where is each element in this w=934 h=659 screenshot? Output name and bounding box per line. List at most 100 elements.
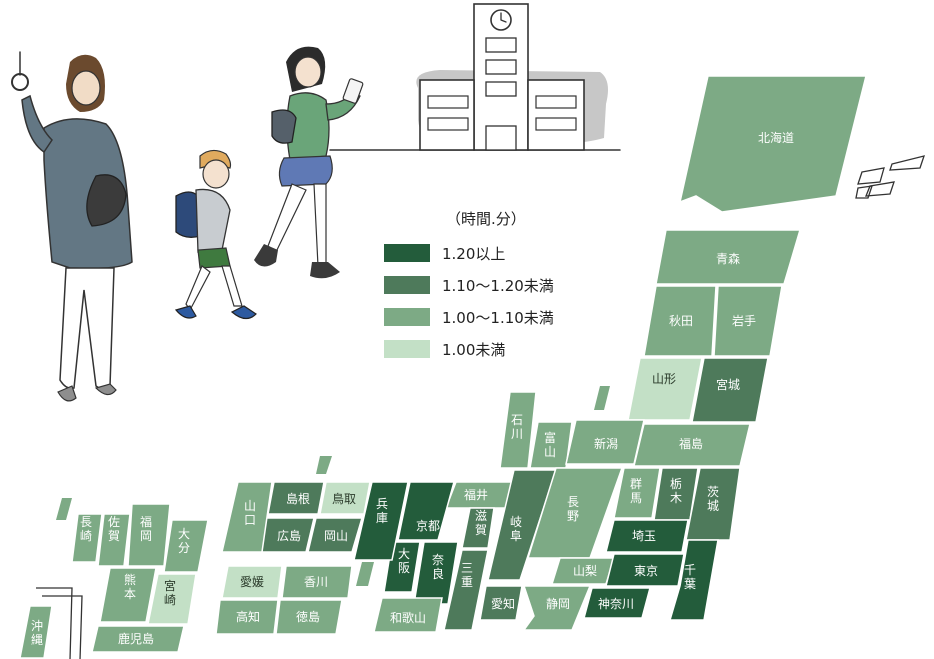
pref-yamaguchi[interactable]	[221, 481, 273, 553]
office-worker-illustration	[11, 51, 133, 402]
label-aomori: 青森	[716, 251, 740, 266]
label-char: 木	[670, 491, 682, 505]
label-oita: 大分	[178, 527, 190, 555]
label-kanagawa: 神奈川	[598, 597, 634, 611]
label-mie: 三重	[461, 561, 473, 589]
pref-akita[interactable]	[643, 285, 717, 357]
label-char: 千	[684, 563, 696, 577]
label-char: 栃	[670, 477, 682, 491]
pref-saga[interactable]	[97, 513, 131, 567]
label-char: 口	[244, 513, 256, 527]
label-osaka: 大阪	[398, 547, 410, 575]
label-ehime: 愛媛	[240, 575, 264, 589]
label-gunma: 群馬	[630, 477, 642, 505]
pref-ehime[interactable]	[221, 565, 283, 599]
pref-miyazaki[interactable]	[147, 573, 197, 625]
island-outlines	[36, 155, 925, 659]
label-kyoto: 京都	[416, 519, 440, 533]
label-shizuoka: 静岡	[546, 597, 570, 611]
label-fukuoka: 福岡	[140, 514, 152, 543]
pref-oita[interactable]	[163, 519, 209, 573]
prefecture-labels: 北海道 青森 秋田 岩手 山形 宮城 新潟 福島 福井 埼玉 山梨 東京 神奈川…	[31, 130, 794, 647]
label-char: 山	[544, 445, 556, 459]
label-tottori: 鳥取	[332, 491, 356, 506]
label-char: 大	[398, 547, 410, 561]
pref-mie[interactable]	[443, 549, 489, 631]
pref-okayama[interactable]	[307, 517, 364, 553]
pref-fukuoka[interactable]	[127, 503, 171, 567]
label-fukushima: 福島	[679, 436, 703, 451]
pref-ishikawa[interactable]	[499, 391, 537, 469]
legend-swatch-2	[384, 276, 430, 294]
label-char: 本	[124, 587, 136, 601]
legend-label-2: 1.10〜1.20未満	[442, 276, 554, 295]
pref-kumamoto[interactable]	[99, 567, 157, 623]
school-building-illustration	[329, 3, 621, 151]
pref-shizuoka[interactable]	[522, 585, 592, 631]
label-char: 庫	[376, 511, 388, 525]
label-toyama: 富山	[544, 430, 556, 459]
legend-item-3: 1.00〜1.10未満	[384, 301, 614, 333]
label-char: 茨	[707, 485, 719, 499]
pref-kochi[interactable]	[215, 599, 279, 635]
pref-nagasaki[interactable]	[71, 513, 103, 563]
island-sado	[594, 386, 610, 410]
legend-label-1: 1.20以上	[442, 244, 506, 263]
pref-shimane[interactable]	[267, 481, 325, 515]
pref-kagawa[interactable]	[281, 565, 353, 599]
pref-kagoshima[interactable]	[91, 625, 185, 653]
label-char: 熊	[124, 572, 136, 587]
pref-chiba[interactable]	[668, 539, 719, 621]
pref-fukushima[interactable]	[633, 423, 751, 467]
label-shimane: 島根	[286, 491, 310, 506]
pref-tokushima[interactable]	[275, 599, 343, 635]
pref-ibaraki[interactable]	[685, 467, 741, 541]
legend-swatch-1	[384, 244, 430, 262]
label-niigata: 新潟	[594, 436, 618, 451]
pref-okinawa[interactable]	[19, 605, 53, 659]
island-oki	[316, 456, 332, 474]
label-shiga: 滋賀	[475, 509, 487, 537]
pref-iwate[interactable]	[713, 285, 783, 357]
label-char: 沖	[31, 619, 43, 633]
label-tochigi: 栃木	[670, 477, 682, 505]
label-kumamoto: 熊本	[124, 572, 136, 601]
pref-nara[interactable]	[413, 541, 459, 605]
label-okayama: 岡山	[324, 529, 348, 543]
pref-yamagata[interactable]	[627, 357, 703, 421]
label-char: 兵	[376, 497, 388, 511]
label-char: 長	[567, 495, 579, 509]
pref-gifu[interactable]	[487, 469, 558, 581]
pref-wakayama[interactable]	[373, 597, 443, 633]
legend-swatch-3	[384, 308, 430, 326]
label-yamagata: 山形	[652, 372, 676, 386]
pref-hyogo[interactable]	[353, 481, 409, 561]
pref-aichi[interactable]	[479, 585, 523, 621]
label-char: 阜	[510, 529, 522, 543]
pref-saitama[interactable]	[605, 519, 689, 553]
legend-item-1: 1.20以上	[384, 237, 614, 269]
label-char: 三	[461, 561, 473, 575]
label-char: 賀	[108, 529, 120, 543]
island-awaji	[356, 562, 374, 586]
label-aichi: 愛知	[491, 597, 515, 611]
pref-kanagawa[interactable]	[583, 587, 651, 619]
pref-tokyo[interactable]	[605, 553, 685, 587]
pref-gunma[interactable]	[613, 467, 661, 519]
label-yamanashi: 山梨	[573, 564, 597, 578]
pref-tottori[interactable]	[319, 481, 371, 515]
label-tokyo: 東京	[634, 564, 658, 578]
pref-hokkaido[interactable]	[678, 75, 867, 213]
label-char: 石	[511, 413, 523, 427]
legend-label-3: 1.00〜1.10未満	[442, 308, 554, 327]
label-okinawa: 沖縄	[31, 619, 43, 647]
pref-aomori[interactable]	[655, 229, 802, 285]
label-char: 縄	[31, 632, 43, 647]
label-kagawa: 香川	[304, 575, 328, 589]
pref-shiga[interactable]	[461, 507, 495, 549]
pref-kyoto[interactable]	[397, 481, 455, 541]
pref-miyagi[interactable]	[691, 357, 769, 423]
label-nagasaki: 長崎	[80, 515, 92, 543]
label-char: 大	[178, 527, 190, 541]
